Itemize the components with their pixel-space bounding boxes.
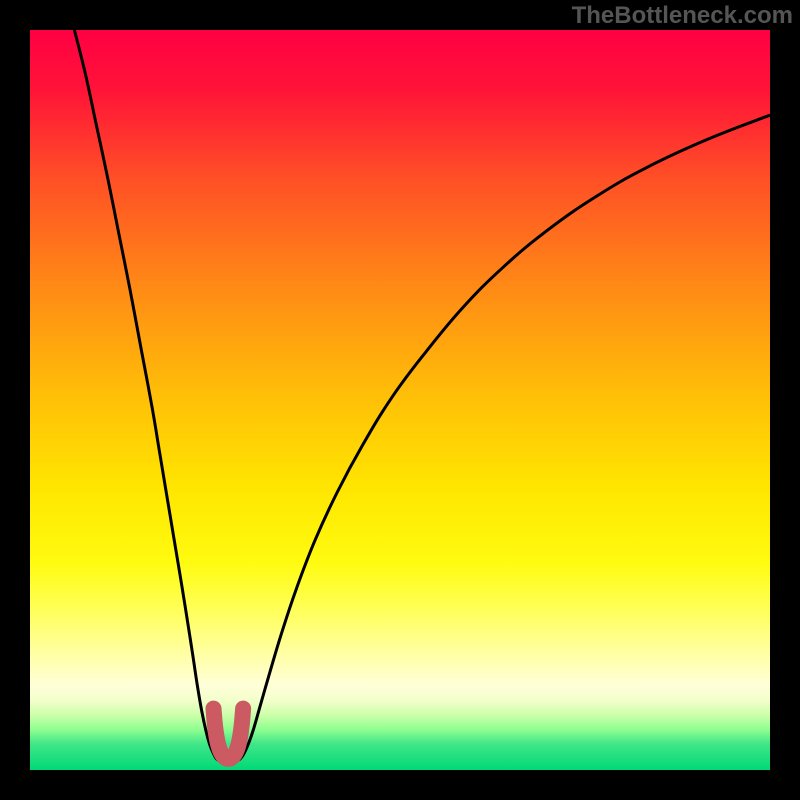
chart-background — [30, 30, 770, 770]
chart-svg — [30, 30, 770, 770]
chart-plot-area — [30, 30, 770, 770]
watermark-text: TheBottleneck.com — [572, 2, 793, 30]
